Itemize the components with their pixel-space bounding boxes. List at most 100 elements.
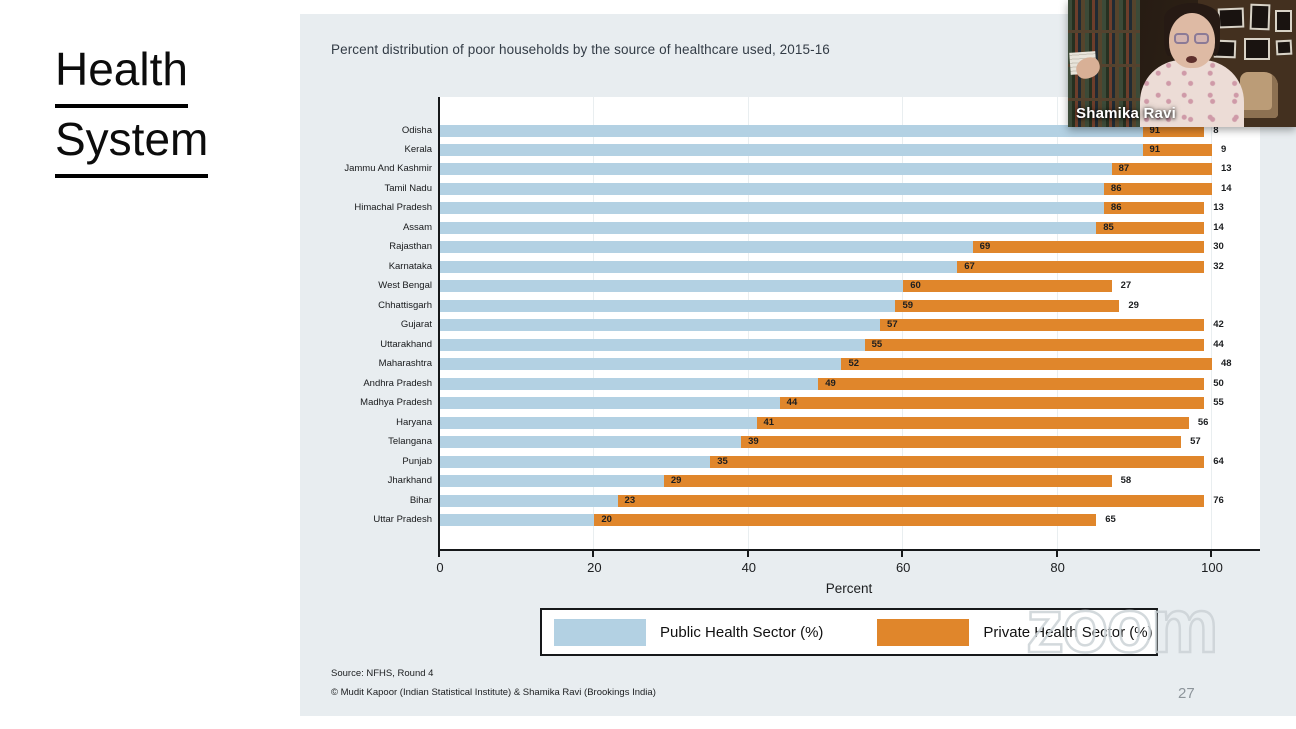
x-axis-title: Percent <box>825 581 873 596</box>
legend-swatch-private <box>877 618 970 646</box>
participant-mouth <box>1186 56 1197 63</box>
private-value-label: 29 <box>1128 300 1139 311</box>
y-axis-label: Chhattisgarh <box>378 300 432 311</box>
y-axis-label: Gujarat <box>400 319 432 330</box>
private-value-label: 76 <box>1213 495 1224 506</box>
public-bar <box>440 300 896 312</box>
public-value-label: 86 <box>1110 183 1122 194</box>
shelf-line <box>1068 30 1140 33</box>
slide-page-number: 27 <box>1178 685 1195 702</box>
private-bar <box>710 456 1205 468</box>
private-value-label: 27 <box>1120 280 1132 291</box>
public-value-label: 86 <box>1110 202 1122 213</box>
public-bar <box>440 125 1143 137</box>
picture-frame <box>1244 38 1270 60</box>
public-value-label: 59 <box>902 300 914 311</box>
private-value-label: 14 <box>1221 183 1232 194</box>
public-bar <box>440 241 973 253</box>
private-bar <box>1111 163 1212 175</box>
public-value-label: 41 <box>763 417 775 428</box>
private-bar <box>1103 202 1205 214</box>
public-value-label: 60 <box>910 280 921 291</box>
private-value-label: 8 <box>1213 125 1219 136</box>
y-axis-label: Kerala <box>404 144 432 155</box>
y-axis-label: Odisha <box>401 125 432 136</box>
x-axis-tick-label: 60 <box>895 560 911 575</box>
y-axis-label: Maharashtra <box>378 358 432 369</box>
private-bar <box>895 300 1120 312</box>
y-axis-label: Bihar <box>409 495 432 506</box>
private-value-label: 64 <box>1213 456 1224 467</box>
public-bar <box>440 261 958 273</box>
legend-label-public: Public Health Sector (%) <box>660 623 824 641</box>
public-value-label: 55 <box>871 339 883 350</box>
private-value-label: 13 <box>1213 202 1224 213</box>
x-axis-tick <box>438 551 440 557</box>
public-bar <box>440 417 757 429</box>
chart-title: Percent distribution of poor households … <box>331 42 830 57</box>
x-axis-line <box>438 549 1260 551</box>
plot-gridline <box>1211 97 1212 549</box>
picture-frame <box>1249 3 1271 31</box>
public-value-label: 57 <box>887 319 898 330</box>
y-axis-label: Karnataka <box>388 261 432 272</box>
public-value-label: 49 <box>825 378 836 389</box>
x-axis-tick <box>901 551 904 557</box>
public-bar <box>440 475 664 487</box>
chart-legend: Public Health Sector (%) Private Health … <box>540 608 1158 656</box>
public-bar <box>440 495 618 507</box>
source-note: Source: NFHS, Round 4 <box>331 668 434 679</box>
section-title-line-2: System <box>55 108 209 178</box>
y-axis-label: Uttarakhand <box>380 339 432 350</box>
private-bar <box>903 280 1112 292</box>
y-axis-label: Himachal Pradesh <box>354 202 432 213</box>
legend-label-private: Private Health Sector (%) <box>983 623 1153 641</box>
glasses-lens <box>1174 33 1189 44</box>
y-axis-label: Rajasthan <box>389 241 432 252</box>
private-bar <box>594 514 1097 526</box>
section-title: Health System <box>55 38 209 178</box>
y-axis-label: Jammu And Kashmir <box>344 163 432 174</box>
y-axis-label: Haryana <box>396 417 432 428</box>
private-value-label: 57 <box>1190 436 1201 447</box>
public-value-label: 29 <box>670 475 682 486</box>
private-bar <box>1096 222 1205 234</box>
chair <box>1240 72 1278 118</box>
private-value-label: 65 <box>1105 514 1116 525</box>
public-value-label: 20 <box>601 514 612 525</box>
y-axis-label: Andhra Pradesh <box>363 378 432 389</box>
y-axis-label: Tamil Nadu <box>384 183 432 194</box>
private-bar <box>880 319 1205 331</box>
public-value-label: 52 <box>848 358 860 369</box>
public-bar <box>440 339 865 351</box>
public-value-label: 85 <box>1103 222 1114 233</box>
slide-left-margin: Health System <box>0 0 300 729</box>
private-value-label: 42 <box>1213 319 1224 330</box>
y-axis-label: Punjab <box>402 456 432 467</box>
x-axis-tick-label: 0 <box>436 560 444 575</box>
public-bar <box>440 280 904 292</box>
public-bar <box>440 202 1104 214</box>
private-value-label: 14 <box>1213 222 1224 233</box>
public-bar <box>440 456 711 468</box>
x-axis-tick-label: 40 <box>741 560 757 575</box>
public-bar <box>440 378 819 390</box>
public-value-label: 39 <box>748 436 759 447</box>
private-bar <box>864 339 1205 351</box>
glasses-lens <box>1194 33 1209 44</box>
private-value-label: 9 <box>1221 144 1227 155</box>
public-bar <box>440 436 742 448</box>
y-axis-label: West Bengal <box>378 280 432 291</box>
public-value-label: 91 <box>1149 125 1161 136</box>
picture-frame <box>1275 39 1293 56</box>
y-axis-label: Assam <box>402 222 432 233</box>
private-bar <box>756 417 1189 429</box>
private-bar <box>972 241 1205 253</box>
credit-note: © Mudit Kapoor (Indian Statistical Insti… <box>331 687 656 698</box>
public-value-label: 69 <box>979 241 991 252</box>
public-value-label: 91 <box>1149 144 1161 155</box>
private-value-label: 32 <box>1213 261 1224 272</box>
public-bar <box>440 144 1143 156</box>
x-axis-tick <box>592 551 595 557</box>
